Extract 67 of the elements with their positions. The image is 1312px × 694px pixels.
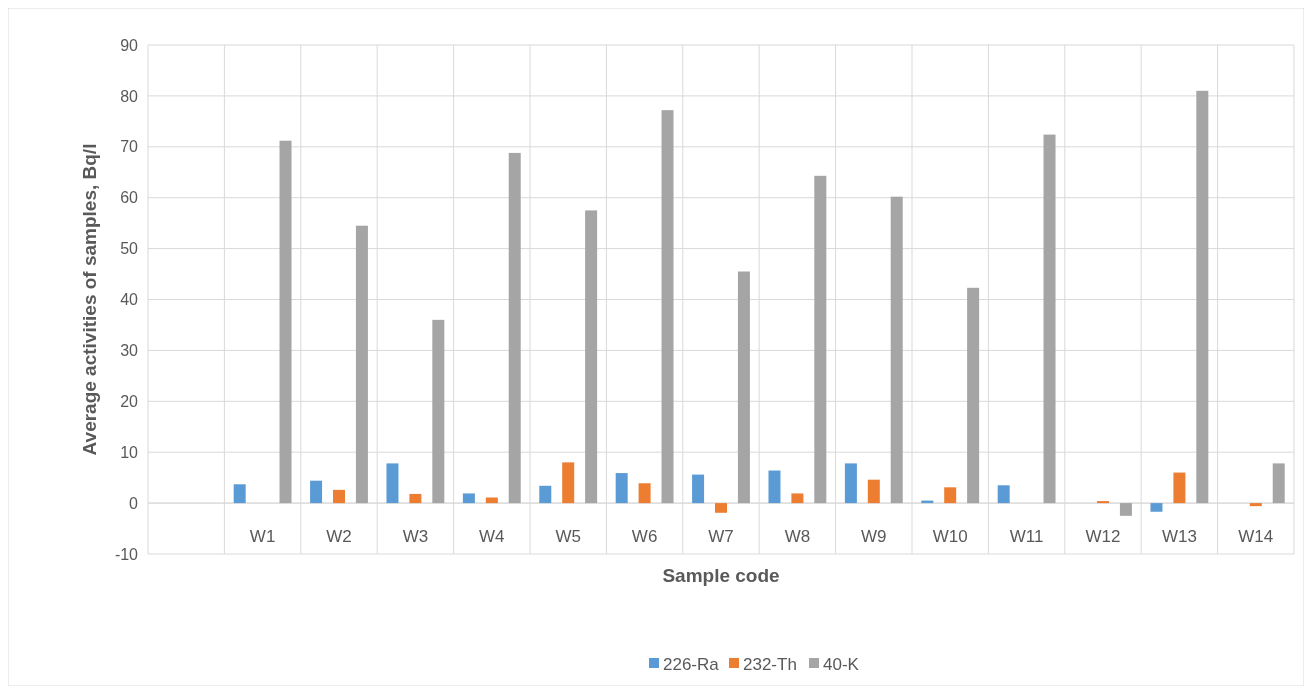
y-tick-label: 30 (120, 342, 139, 359)
y-tick-label: 80 (120, 87, 139, 105)
bar (1249, 503, 1262, 507)
x-tick-label: W7 (708, 526, 734, 546)
bar (508, 152, 521, 504)
x-tick-label: W1 (249, 526, 276, 546)
x-tick-label: W14 (1238, 526, 1274, 546)
bar (967, 287, 980, 504)
bar (692, 474, 705, 504)
y-axis-title: Average activities of samples, Bq/l (79, 143, 100, 456)
bar (844, 463, 857, 504)
x-tick-label: W5 (555, 526, 581, 546)
x-tick-label: W9 (861, 526, 887, 546)
y-tick-label: 60 (120, 189, 139, 207)
x-tick-label: W13 (1161, 526, 1197, 546)
x-tick-label: W11 (1009, 526, 1044, 546)
bar (737, 271, 750, 504)
x-tick-label: W4 (479, 526, 505, 546)
x-tick-label: W3 (402, 526, 429, 546)
bar (791, 493, 804, 504)
bar (997, 485, 1010, 504)
x-tick-label: W12 (1085, 526, 1121, 546)
y-tick-label: 0 (129, 494, 139, 512)
bar (890, 196, 903, 504)
bar (333, 489, 345, 504)
bar (944, 487, 957, 504)
bar (814, 175, 827, 504)
bar (386, 463, 399, 504)
bar (585, 210, 598, 504)
y-tick-label: 50 (120, 240, 139, 258)
y-tick-label: 70 (120, 138, 139, 156)
bar (562, 462, 575, 504)
bar (409, 493, 422, 504)
y-tick-label: 20 (120, 392, 139, 410)
bar (539, 485, 552, 504)
bar (233, 484, 246, 504)
bar (485, 497, 498, 504)
bar (1119, 503, 1132, 516)
bar (1196, 90, 1209, 504)
x-axis-title: Sample code (662, 565, 780, 586)
x-tick-label: W2 (326, 526, 352, 546)
legend-label: 40-K (823, 654, 860, 674)
legend-label: 226-Ra (663, 654, 720, 674)
bar (615, 473, 628, 504)
bar (1043, 134, 1056, 504)
bar (867, 479, 880, 504)
bar (661, 110, 674, 504)
bar (355, 225, 368, 504)
bar (638, 483, 651, 504)
bar (310, 480, 323, 504)
bar (1272, 463, 1285, 504)
bar (768, 470, 781, 504)
x-tick-label: W6 (631, 526, 658, 546)
bar (1173, 472, 1186, 504)
bar (1150, 503, 1163, 512)
y-tick-label: 10 (120, 443, 139, 461)
legend-label: 232-Th (743, 654, 797, 674)
bar (279, 140, 292, 504)
bar (1097, 501, 1109, 504)
y-tick-label: -10 (114, 545, 139, 563)
bar (432, 319, 445, 504)
x-tick-label: W8 (784, 526, 811, 546)
bar (462, 493, 475, 504)
y-tick-label: 90 (120, 36, 139, 54)
y-tick-label: 40 (120, 291, 139, 309)
x-tick-label: W10 (932, 526, 968, 546)
bar (715, 503, 727, 513)
